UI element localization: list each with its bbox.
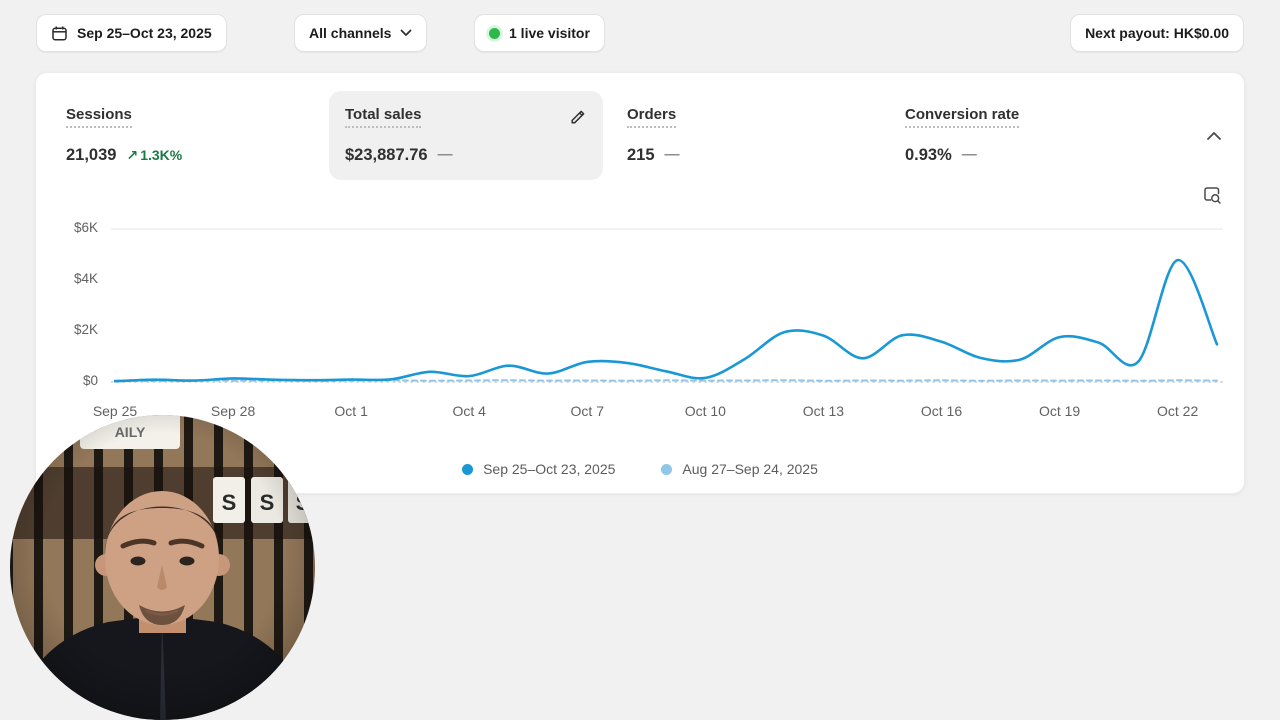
metric-label: Conversion rate xyxy=(905,105,1020,128)
chart-area: Sep 25–Oct 23, 2025 Aug 27–Sep 24, 2025 … xyxy=(36,73,1244,493)
metric-sessions[interactable]: Sessions 21,039 ↗ 1.3K% xyxy=(66,91,329,166)
channels-dropdown[interactable]: All channels xyxy=(294,14,428,52)
y-axis-label: $6K xyxy=(73,220,98,235)
x-axis-label: Oct 13 xyxy=(802,403,845,419)
chart-legend: Sep 25–Oct 23, 2025 Aug 27–Sep 24, 2025 xyxy=(36,461,1244,477)
webcam-overlay: AILY S S S xyxy=(10,415,315,720)
x-axis-label: Oct 22 xyxy=(1157,403,1199,419)
analytics-card: Sessions 21,039 ↗ 1.3K% Total sales $23,8… xyxy=(35,72,1245,494)
x-axis-label: Sep 25 xyxy=(92,403,138,419)
y-axis-label: $4K xyxy=(73,271,98,286)
metric-value: 215 xyxy=(627,146,655,164)
date-range-button[interactable]: Sep 25–Oct 23, 2025 xyxy=(36,14,227,52)
legend-label: Aug 27–Sep 24, 2025 xyxy=(682,461,818,477)
legend-item-previous-period[interactable]: Aug 27–Sep 24, 2025 xyxy=(661,461,818,477)
x-axis-label: Oct 19 xyxy=(1038,403,1081,419)
comparison-dash: — xyxy=(664,146,680,163)
metric-conversion-rate[interactable]: Conversion rate 0.93% — xyxy=(905,91,1184,166)
metric-delta-value: 1.3K% xyxy=(140,147,183,163)
sales-chart-svg[interactable] xyxy=(111,219,1223,394)
calendar-icon xyxy=(51,25,68,42)
edit-metric-icon[interactable] xyxy=(569,108,587,126)
y-axis-label: $2K xyxy=(73,322,98,337)
metric-value: $23,887.76 xyxy=(345,146,428,164)
live-visitors-button[interactable]: 1 live visitor xyxy=(474,14,605,52)
x-axis-label: Oct 1 xyxy=(334,403,368,419)
legend-dot xyxy=(462,463,474,475)
metric-label: Sessions xyxy=(66,105,132,128)
current-period-line xyxy=(113,258,1219,383)
x-axis-label: Oct 16 xyxy=(920,403,963,419)
comparison-dash: — xyxy=(437,146,453,163)
y-axis-label: $0 xyxy=(82,373,98,388)
live-dot-icon xyxy=(489,27,500,39)
metrics-row: Sessions 21,039 ↗ 1.3K% Total sales $23,8… xyxy=(36,73,1244,180)
x-axis-label: Oct 7 xyxy=(570,403,605,419)
metric-delta: ↗ 1.3K% xyxy=(126,144,182,166)
channels-label: All channels xyxy=(309,25,392,41)
metric-label: Total sales xyxy=(345,105,422,128)
next-payout-label: Next payout: HK$0.00 xyxy=(1085,25,1229,41)
legend-item-current-period[interactable]: Sep 25–Oct 23, 2025 xyxy=(462,461,615,477)
webcam-video: AILY S S S xyxy=(10,415,315,720)
chevron-down-icon xyxy=(400,29,412,37)
x-axis-label: Sep 28 xyxy=(210,403,256,419)
x-axis-label: Oct 4 xyxy=(452,403,486,419)
legend-label: Sep 25–Oct 23, 2025 xyxy=(483,461,616,477)
metric-total-sales-selected[interactable]: Total sales $23,887.76 — xyxy=(329,91,603,180)
next-payout-button[interactable]: Next payout: HK$0.00 xyxy=(1070,14,1244,52)
metric-value: 0.93% xyxy=(905,146,952,164)
live-visitors-label: 1 live visitor xyxy=(509,25,590,41)
comparison-dash: — xyxy=(961,146,977,163)
x-axis-label: Oct 10 xyxy=(684,403,726,419)
legend-dot xyxy=(661,463,673,475)
date-range-label: Sep 25–Oct 23, 2025 xyxy=(77,25,212,41)
metric-label: Orders xyxy=(627,105,677,128)
explore-chart-data-icon[interactable] xyxy=(1202,185,1222,210)
metric-value: 21,039 xyxy=(66,146,117,164)
trend-up-icon: ↗ xyxy=(126,147,139,163)
metric-orders[interactable]: Orders 215 — xyxy=(603,91,881,166)
collapse-chevron-up-icon[interactable] xyxy=(1206,128,1222,146)
